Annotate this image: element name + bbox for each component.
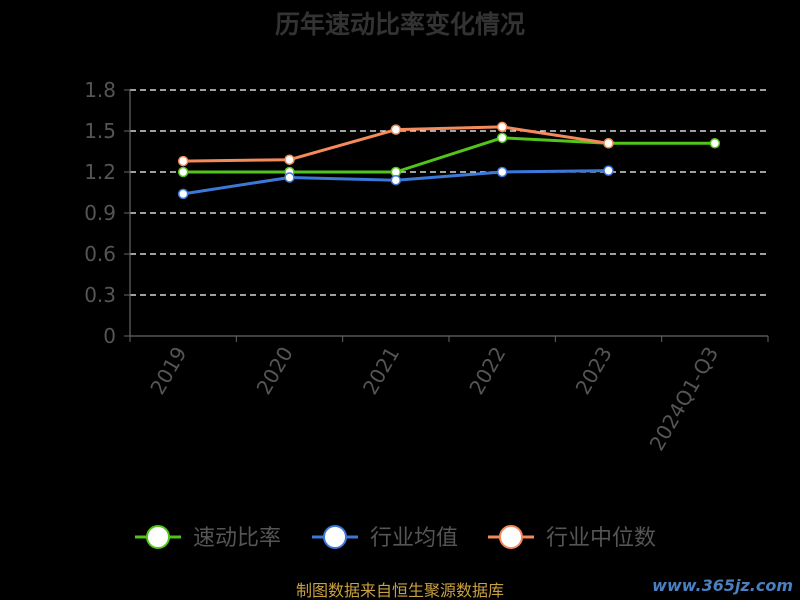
x-tick-label: 2022: [464, 342, 510, 398]
data-point: [284, 172, 295, 183]
legend: 速动比率 行业均值 行业中位数: [135, 525, 656, 551]
legend-swatch-marker: [323, 525, 347, 549]
legend-item: 速动比率: [135, 525, 281, 551]
data-point: [177, 166, 189, 178]
legend-swatch-marker: [146, 525, 170, 549]
data-source-note: 制图数据来自恒生聚源数据库: [296, 581, 504, 600]
series-3: [177, 121, 614, 167]
series-lines: [177, 121, 721, 200]
grid-lines: [130, 89, 768, 296]
data-point: [390, 124, 402, 135]
legend-label: 速动比率: [193, 526, 281, 551]
y-tick-label: 0.9: [84, 201, 116, 225]
data-point: [496, 166, 508, 178]
y-tick-label: 0.6: [84, 242, 116, 266]
y-tick-label: 1.8: [84, 78, 116, 102]
data-point: [390, 174, 402, 186]
y-tick-label: 1.2: [84, 160, 116, 184]
x-tick-label: 2021: [358, 343, 404, 399]
data-point: [284, 154, 295, 165]
data-point: [709, 138, 721, 149]
legend-label: 行业中位数: [546, 526, 656, 551]
series-line: [183, 136, 715, 174]
y-tick-label: 1.5: [84, 119, 116, 143]
y-tick-label: 0: [103, 324, 116, 348]
legend-item: 行业中位数: [488, 525, 656, 551]
data-point: [603, 165, 614, 176]
y-tick-label: 0.3: [84, 283, 116, 307]
data-point: [177, 155, 189, 167]
data-point: [496, 132, 508, 144]
data-point: [496, 121, 508, 133]
legend-swatch-marker: [499, 525, 523, 549]
x-axis-ticks: 2019 2020 2021 2022 2023 2024Q1-Q3: [129, 336, 769, 455]
x-tick-label: 2024Q1-Q3: [644, 343, 723, 455]
chart-title: 历年速动比率变化情况: [275, 10, 525, 39]
data-point: [603, 138, 614, 149]
data-point: [177, 188, 189, 200]
series-2: [177, 165, 614, 200]
series-1: [177, 132, 721, 178]
x-tick-label: 2020: [252, 343, 298, 399]
y-axis-ticks: 0 0.3 0.6 0.9 1.2 1.5 1.8: [84, 78, 130, 348]
x-tick-label: 2023: [571, 343, 617, 399]
watermark: www.365jz.com: [652, 576, 793, 595]
x-tick-label: 2019: [145, 343, 191, 399]
legend-item: 行业均值: [312, 525, 458, 551]
legend-label: 行业均值: [370, 526, 458, 551]
